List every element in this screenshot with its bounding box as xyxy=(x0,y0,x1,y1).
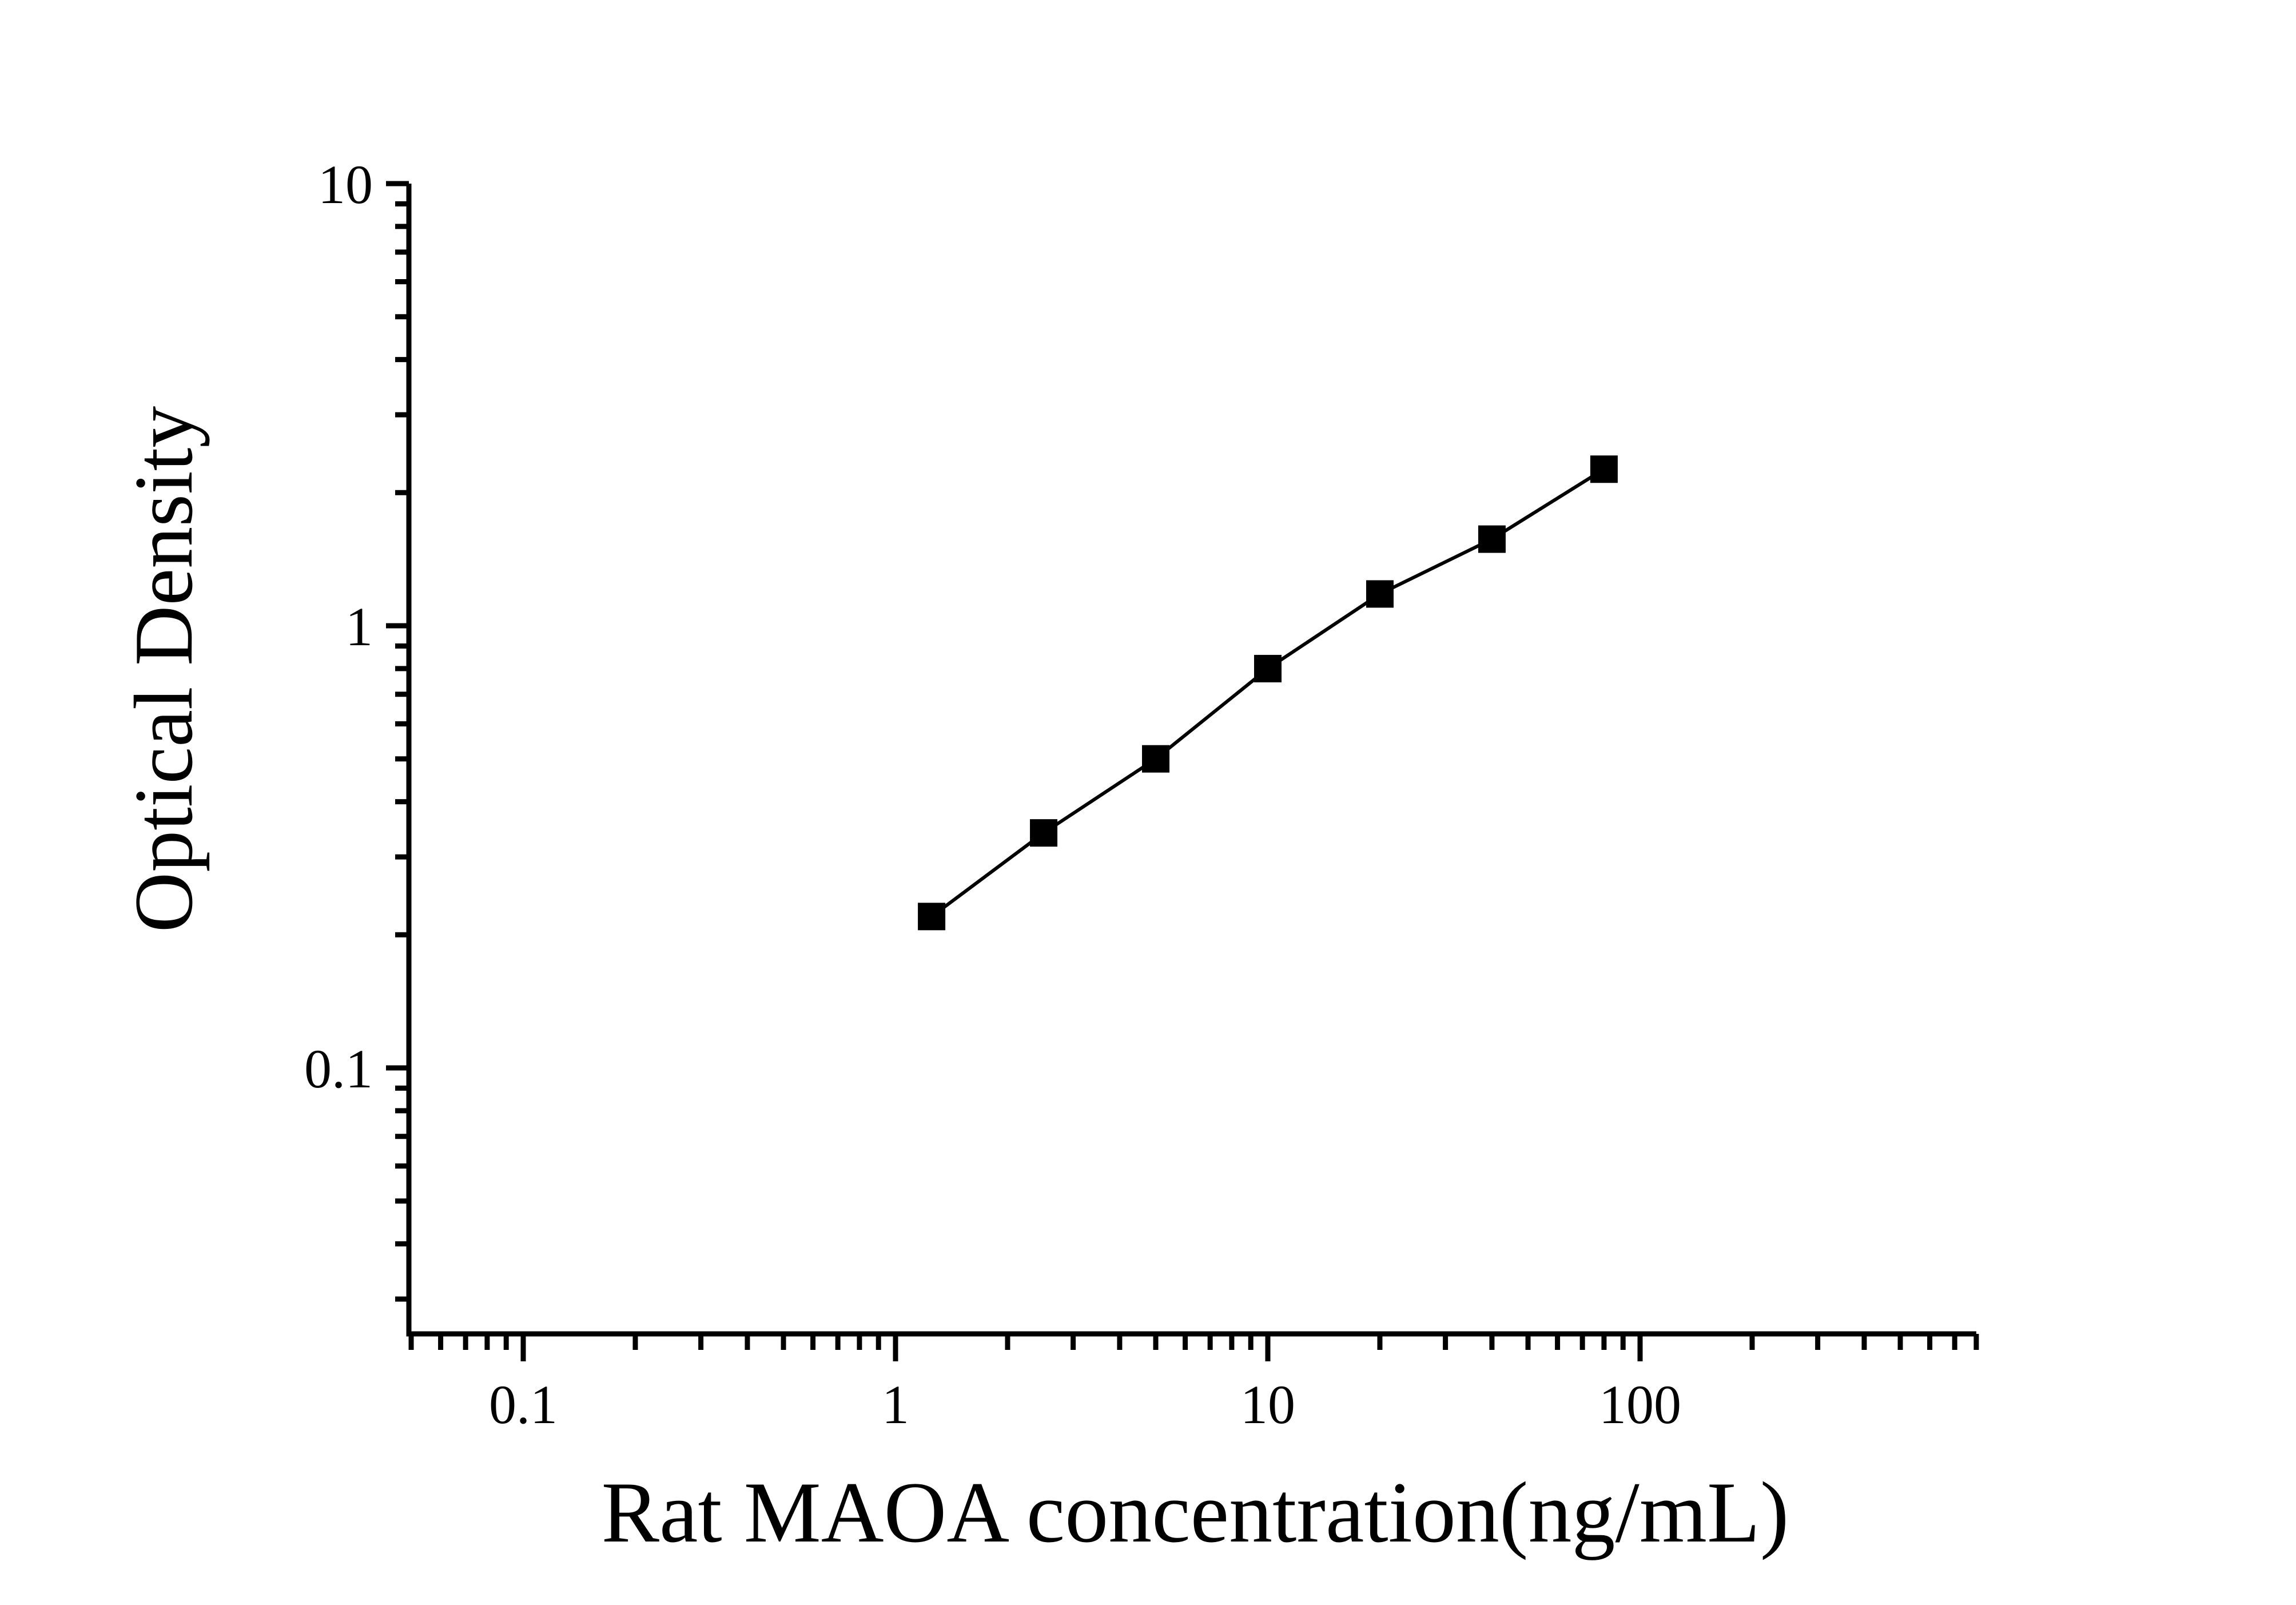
y-tick-label: 1 xyxy=(345,596,373,657)
x-tick-label: 1 xyxy=(882,1374,909,1435)
y-tick-label: 10 xyxy=(318,154,373,215)
axis-spines xyxy=(406,184,1976,1337)
x-tick-label: 0.1 xyxy=(489,1374,558,1435)
data-point-marker xyxy=(1590,455,1618,483)
tick-labels: 0.1 1 10 100 0.1 1 10 xyxy=(304,154,1681,1435)
data-point-marker xyxy=(1030,819,1058,847)
data-point-marker xyxy=(1254,654,1282,682)
axis-ticks xyxy=(386,181,1979,1361)
axes xyxy=(406,184,1976,1337)
x-tick-label: 100 xyxy=(1599,1374,1681,1435)
data-series xyxy=(918,455,1618,931)
data-point-marker xyxy=(1366,580,1394,608)
y-tick-label: 0.1 xyxy=(304,1038,373,1099)
y-axis-title: Optical Density xyxy=(117,406,210,932)
data-point-marker xyxy=(1142,745,1170,773)
x-tick-label: 10 xyxy=(1240,1374,1295,1435)
x-axis-title: Rat MAOA concentration(ng/mL) xyxy=(602,1464,1789,1560)
data-point-marker xyxy=(1478,525,1506,553)
data-point-marker xyxy=(918,903,946,931)
